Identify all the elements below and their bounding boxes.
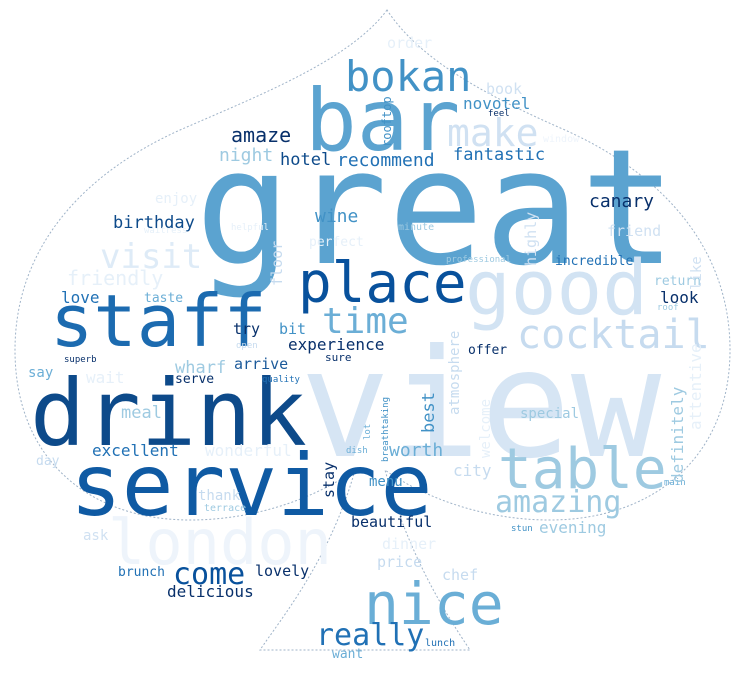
word-ask: ask [83,528,109,544]
word-attentive: attentive [686,343,705,430]
word-taste: taste [144,291,184,306]
word-novotel: novotel [463,94,531,113]
word-love: love [61,288,100,307]
word-beautiful: beautiful [351,513,433,531]
word-sure: sure [325,351,352,364]
word-brunch: brunch [118,565,165,580]
word-view: view [300,318,662,492]
word-price: price [377,553,423,571]
word-come: come [173,557,246,592]
word-breathtaking: breathtaking [381,396,391,462]
word-special: special [520,406,580,422]
word-staff: staff [50,279,267,363]
word-waitress: waitress [144,226,188,236]
word-highly: highly [522,211,540,266]
word-like: like [689,256,705,290]
word-good: good [465,243,649,332]
word-experience: experience [288,335,385,354]
word-try: try [233,320,261,338]
word-amaze: amaze [231,123,292,147]
word-main: main [664,478,686,488]
word-drink: drink [30,360,307,467]
word-floor: floor [268,240,286,286]
word-best: best [419,392,439,433]
word-birthday: birthday [113,213,195,233]
word-dish: dish [346,446,368,456]
word-superb: superb [64,355,97,365]
word-recommend: recommend [337,150,435,171]
word-definitely: definitely [668,386,687,483]
word-dinner: dinner [382,535,437,553]
word-worth: worth [389,440,444,461]
word-wait: wait [86,368,125,387]
word-wharf: wharf [175,358,227,378]
word-canary: canary [589,191,655,212]
word-excellent: excellent [92,441,179,460]
word-helpful: helpful [231,223,269,233]
word-look: look [660,288,699,307]
word-wine: wine [315,206,359,227]
word-want: want [332,647,364,662]
word-return: return [654,274,701,289]
word-city: city [453,461,492,480]
word-say: say [28,365,54,381]
word-amazing: amazing [495,485,622,520]
word-london: london [108,506,332,579]
word-cocktail: cocktail [517,312,710,358]
word-meal: meal [121,403,162,423]
word-fantastic: fantastic [453,145,546,165]
word-arrive: arrive [234,355,289,373]
word-friendly: friendly [67,266,164,290]
word-feel: feel [488,109,510,119]
word-bokan: bokan [345,52,472,101]
word-professional: professional [446,255,512,265]
word-really: really [316,618,425,653]
word-delicious: delicious [167,582,254,601]
word-lunch: lunch [425,638,456,649]
word-perfect: perfect [309,235,364,250]
word-serve: serve [175,372,215,387]
word-quality: quality [262,375,300,385]
word-great: great [195,114,677,301]
word-welcome: welcome [478,398,494,458]
word-evening: evening [539,518,607,537]
word-time: time [322,301,409,342]
word-terrace: terrace [204,503,247,514]
word-incredible: incredible [555,254,634,269]
word-book: book [486,80,523,98]
word-lovely: lovely [255,562,310,580]
word-make: make [447,111,539,155]
word-service: service [70,436,433,536]
word-order: order [387,34,433,52]
word-window: window [543,134,580,145]
word-day: day [36,454,60,469]
word-place: place [298,251,467,316]
word-open: open [236,341,258,351]
word-wonderful: wonderful [205,441,292,460]
word-chef: chef [442,566,479,584]
word-lot: lot [363,423,373,440]
word-enjoy: enjoy [155,191,198,207]
word-bar: bar [305,71,461,171]
word-atmosphere: atmosphere [447,330,463,415]
word-bit: bit [279,320,307,338]
word-visit: visit [100,237,203,277]
word-offer: offer [468,343,508,358]
word-table: table [498,437,667,502]
word-friend: friend [607,222,662,240]
word-rooftop: rooftop [380,96,394,147]
word-hotel: hotel [280,150,332,170]
word-minute: minute [398,222,435,233]
word-stay: menu [369,474,403,490]
word-roof: roof [657,303,679,313]
word-menu: stay [320,461,338,498]
word-nice: nice [364,570,504,638]
word-stun: stun [511,524,533,534]
word-night: night [219,145,274,166]
word-thank: thank [198,488,241,504]
